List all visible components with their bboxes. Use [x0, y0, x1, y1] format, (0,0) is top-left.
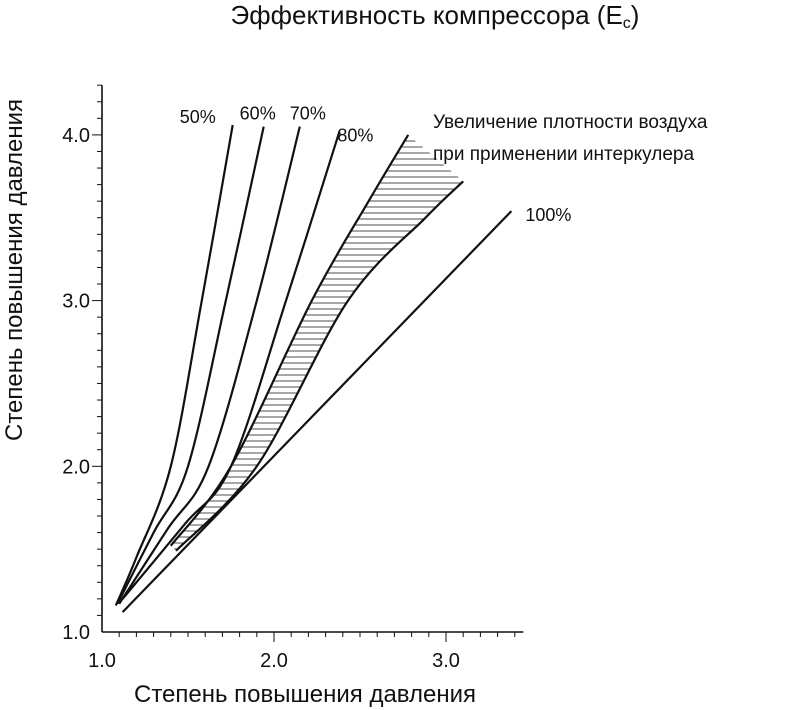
intercooler-band: [169, 134, 464, 552]
band-hatch-fill: [170, 134, 464, 551]
series-label-80pct: 80%: [337, 126, 373, 146]
y-axis-label: Степень повышения давления: [1, 99, 28, 441]
band-upper-boundary: [169, 134, 410, 547]
series-label-60pct: 60%: [240, 104, 276, 124]
band-annotation-line-2: при применении интеркулера: [433, 144, 694, 165]
y-tick-label: 4.0: [62, 125, 90, 147]
chart-title: Эффективность компрессора (Ec): [231, 0, 640, 32]
series-line-70pct: [118, 126, 301, 605]
band-lower-boundary: [175, 180, 464, 552]
x-axis-label: Степень повышения давления: [134, 681, 476, 708]
y-tick-label: 1.0: [62, 622, 90, 644]
series-line-60pct: [116, 126, 265, 605]
curve-labels: 50% 60% 70% 80% 100%: [180, 104, 572, 226]
band-annotation-line-1: Увеличение плотности воздуха: [433, 112, 708, 133]
series-lines: [114, 124, 513, 613]
series-label-100pct: 100%: [525, 205, 571, 225]
y-tick-label: 2.0: [62, 456, 90, 478]
series-label-50pct: 50%: [180, 107, 216, 127]
series-label-70pct: 70%: [290, 104, 326, 124]
x-tick-label: 2.0: [260, 650, 288, 672]
series-line-50pct: [114, 124, 234, 606]
series-line-80pct: [121, 131, 341, 600]
series-line-100pct: [121, 210, 513, 613]
axes: 1.0 2.0 3.0 1.0 2.0 3.0 4.0: [62, 84, 524, 672]
y-tick-label: 3.0: [62, 291, 90, 313]
x-tick-label: 1.0: [88, 650, 116, 672]
x-tick-label: 3.0: [432, 650, 460, 672]
